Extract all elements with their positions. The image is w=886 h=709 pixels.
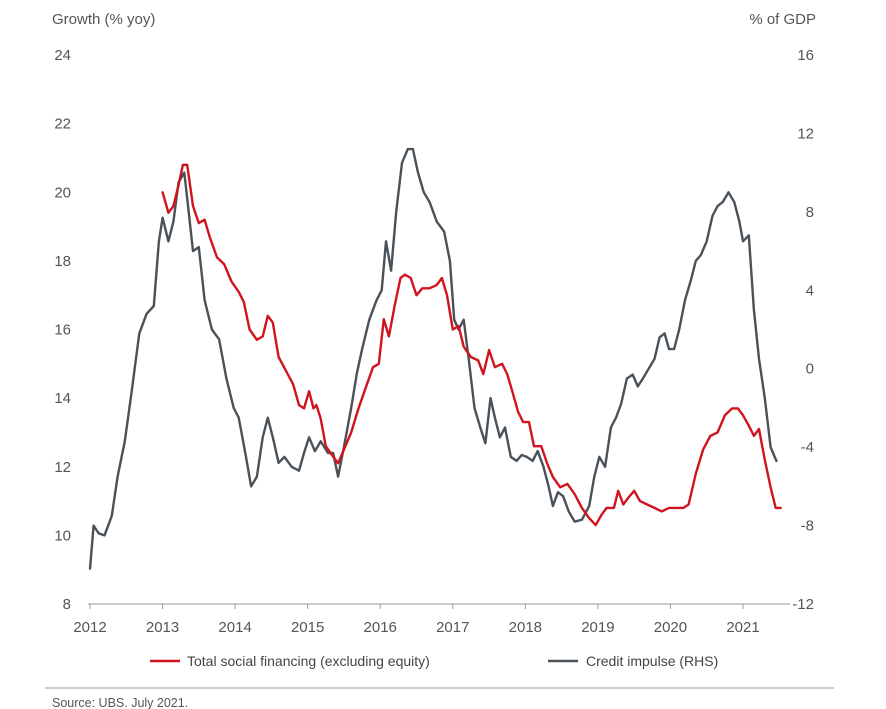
left-tick-label: 16 xyxy=(54,322,71,339)
x-tick-label: 2021 xyxy=(726,619,759,636)
series-layer xyxy=(88,147,782,570)
x-tick-label: 2019 xyxy=(581,619,614,636)
series-line-credit-impulse xyxy=(88,147,778,570)
x-tick-label: 2018 xyxy=(509,619,542,636)
right-tick-label: 4 xyxy=(806,282,814,299)
right-tick-label: 8 xyxy=(806,204,814,221)
left-axis-title: Growth (% yoy) xyxy=(52,11,155,28)
x-tick-label: 2015 xyxy=(291,619,324,636)
left-tick-label: 20 xyxy=(54,184,71,201)
right-tick-label: -4 xyxy=(801,439,814,456)
x-axis-ticks: 2012 2013 2014 2015 2016 2017 2018 2019 2020 2021 xyxy=(73,604,760,636)
x-tick-label: 2020 xyxy=(654,619,687,636)
x-tick-label: 2016 xyxy=(364,619,397,636)
right-tick-label: 16 xyxy=(797,47,814,64)
x-tick-label: 2013 xyxy=(146,619,179,636)
x-tick-label: 2014 xyxy=(218,619,251,636)
right-axis-ticks: 16 12 8 4 0 -4 -8 -12 xyxy=(792,47,814,613)
left-tick-label: 8 xyxy=(63,596,71,613)
right-tick-label: -12 xyxy=(792,596,814,613)
left-tick-label: 14 xyxy=(54,390,71,407)
series-line-total-social-financing xyxy=(161,163,782,527)
x-tick-label: 2012 xyxy=(73,619,106,636)
x-tick-label: 2017 xyxy=(436,619,469,636)
left-axis-ticks: 24 22 20 18 16 14 12 10 8 xyxy=(54,47,71,613)
right-tick-label: 0 xyxy=(806,361,814,378)
right-axis-title: % of GDP xyxy=(749,11,816,28)
right-tick-label: 12 xyxy=(797,125,814,142)
left-tick-label: 22 xyxy=(54,116,71,133)
source-note: Source: UBS. July 2021. xyxy=(52,696,188,709)
legend-label-credit: Credit impulse (RHS) xyxy=(586,653,718,669)
legend: Total social financing (excluding equity… xyxy=(150,653,718,669)
left-tick-label: 10 xyxy=(54,527,71,544)
left-tick-label: 18 xyxy=(54,253,71,270)
left-tick-label: 24 xyxy=(54,47,71,64)
left-tick-label: 12 xyxy=(54,459,71,476)
legend-label-tsf: Total social financing (excluding equity… xyxy=(187,653,430,669)
right-tick-label: -8 xyxy=(801,518,814,535)
